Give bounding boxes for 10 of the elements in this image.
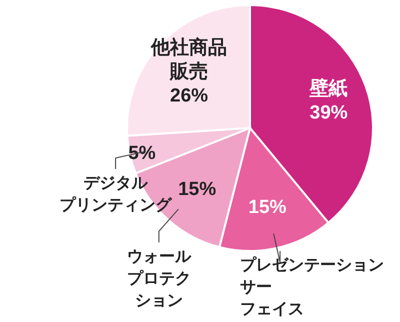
data-label: 39% xyxy=(310,102,348,124)
data-label: 5% xyxy=(128,143,156,164)
slice-label: 他社商品販売 xyxy=(150,36,228,83)
data-label: 26% xyxy=(170,86,208,107)
slice-label: 壁紙 xyxy=(308,78,348,100)
slice-label: デジタルプリンティング xyxy=(60,175,173,214)
data-label: 15% xyxy=(248,197,287,218)
slice-label: ウォールプロテクション xyxy=(126,248,192,310)
slice-label: プレゼンテーションサーフェイス xyxy=(240,256,384,318)
data-label: 15% xyxy=(178,178,216,200)
